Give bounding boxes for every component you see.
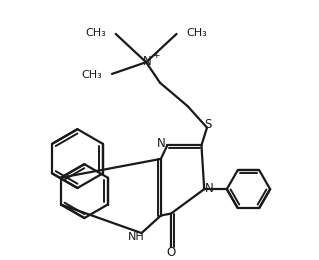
Text: +: + (152, 51, 160, 60)
Text: CH₃: CH₃ (187, 28, 207, 38)
Text: N: N (143, 55, 152, 68)
Text: N: N (205, 182, 214, 195)
Text: S: S (204, 118, 211, 131)
Text: NH: NH (128, 232, 144, 242)
Text: O: O (167, 246, 176, 259)
Text: CH₃: CH₃ (81, 70, 102, 80)
Text: N: N (157, 137, 166, 150)
Text: CH₃: CH₃ (85, 28, 106, 38)
